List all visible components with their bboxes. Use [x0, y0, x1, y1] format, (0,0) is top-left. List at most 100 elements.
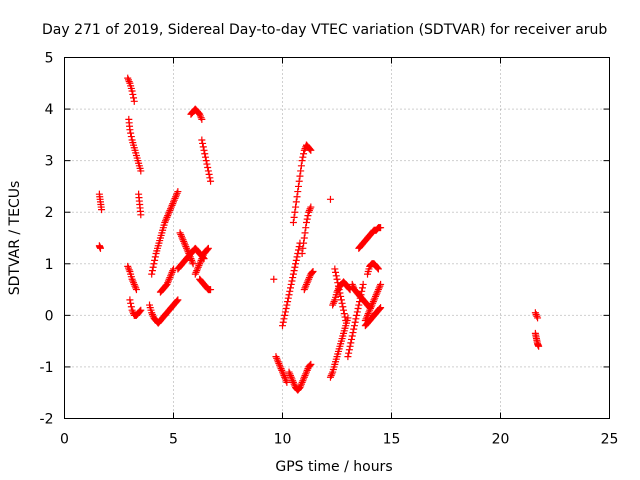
data-point	[174, 188, 182, 196]
data-point	[162, 215, 170, 223]
series-arc18	[272, 353, 291, 386]
data-point	[273, 356, 281, 364]
data-point	[279, 370, 287, 378]
data-point	[172, 298, 180, 306]
data-point	[300, 239, 308, 247]
data-point	[358, 284, 366, 292]
data-point	[346, 342, 354, 350]
data-point	[327, 372, 335, 380]
data-point	[272, 353, 280, 361]
data-point	[164, 210, 172, 218]
data-point	[274, 358, 282, 366]
data-point	[280, 315, 288, 323]
data-point	[128, 87, 136, 95]
data-point	[286, 284, 294, 292]
data-point	[297, 167, 305, 175]
data-point	[290, 267, 298, 275]
data-point	[298, 157, 306, 165]
data-point	[329, 299, 337, 307]
data-point	[270, 275, 278, 283]
data-point	[277, 365, 285, 373]
x-tick-label: 15	[383, 432, 401, 448]
data-point	[301, 284, 309, 292]
data-point	[338, 299, 346, 307]
y-tick-label: 1	[45, 257, 54, 273]
data-point	[329, 301, 337, 309]
data-point	[284, 298, 292, 306]
data-point	[299, 377, 307, 385]
data-point	[162, 217, 170, 225]
data-point	[180, 239, 188, 247]
data-point	[130, 94, 138, 102]
data-point	[281, 308, 289, 316]
data-point	[287, 373, 295, 381]
data-point	[167, 272, 175, 280]
data-point	[168, 268, 176, 276]
data-point	[279, 318, 287, 326]
data-point	[124, 74, 132, 82]
data-point	[96, 244, 104, 252]
data-point	[164, 279, 172, 287]
series-arc02	[95, 242, 104, 252]
data-point	[280, 372, 288, 380]
data-point	[173, 297, 181, 305]
data-point	[351, 318, 359, 326]
data-point	[201, 153, 209, 161]
data-point	[167, 203, 175, 211]
data-point	[132, 286, 140, 294]
data-point	[198, 255, 206, 263]
series-arc10	[156, 265, 177, 296]
data-point	[308, 268, 316, 276]
data-point	[179, 236, 187, 244]
data-point	[372, 291, 380, 299]
data-point	[302, 282, 310, 290]
y-axis-label: SDTVAR / TECUs	[7, 181, 23, 296]
data-point	[203, 246, 211, 254]
series-arc25	[326, 195, 334, 203]
data-point	[132, 284, 140, 292]
series-arc35	[531, 309, 542, 322]
data-point	[294, 246, 302, 254]
data-point	[130, 279, 138, 287]
data-point	[532, 310, 540, 318]
data-point	[307, 360, 315, 368]
data-point	[167, 270, 175, 278]
data-point	[206, 174, 214, 182]
x-tick-label: 25	[601, 432, 619, 448]
data-point	[165, 275, 173, 283]
data-point	[161, 219, 169, 227]
series-arc26	[326, 314, 352, 381]
data-point	[299, 244, 307, 252]
data-point	[301, 229, 309, 237]
data-point	[283, 301, 291, 309]
y-tick-label: -1	[40, 360, 54, 376]
data-point	[124, 262, 132, 270]
data-point	[533, 312, 541, 320]
data-point	[275, 359, 283, 367]
series-arc01	[95, 190, 106, 214]
data-point	[365, 308, 373, 316]
data-point	[297, 380, 305, 388]
data-point	[303, 215, 311, 223]
data-point	[292, 256, 300, 264]
data-point	[353, 308, 361, 316]
data-point	[169, 200, 177, 208]
data-point	[128, 306, 136, 314]
data-point	[334, 282, 342, 290]
data-point	[164, 212, 172, 220]
y-tick-label: 0	[45, 308, 54, 324]
data-point	[273, 354, 281, 362]
data-point	[151, 256, 159, 264]
data-point	[369, 299, 377, 307]
data-point	[279, 368, 286, 376]
data-point	[302, 368, 310, 376]
data-point	[130, 280, 138, 288]
data-point	[368, 301, 376, 309]
data-point	[288, 375, 296, 383]
data-point	[135, 308, 143, 316]
data-point	[306, 145, 314, 153]
data-point	[292, 260, 300, 268]
data-point	[130, 97, 138, 105]
data-point	[163, 213, 171, 221]
